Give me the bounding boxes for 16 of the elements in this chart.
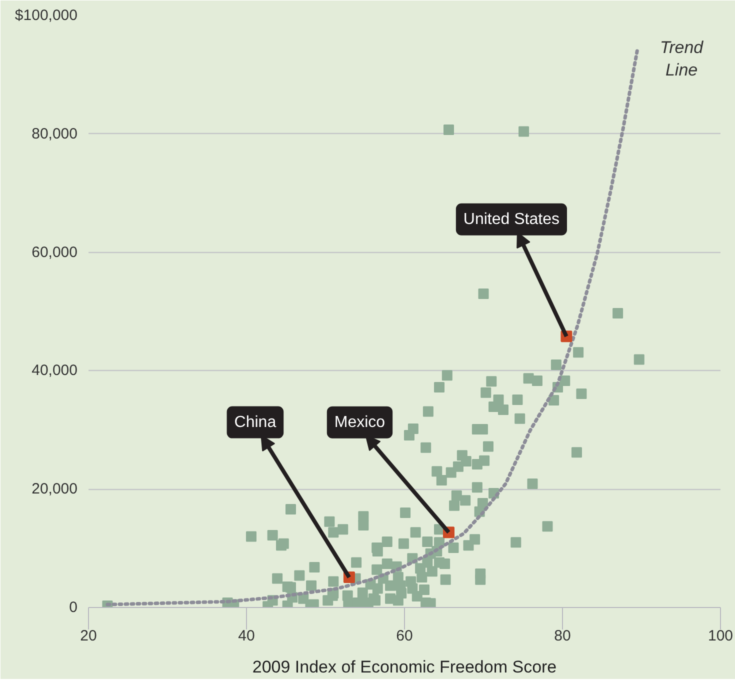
- y-tick-label: 60,000: [32, 244, 78, 261]
- x-axis-title: 2009 Index of Economic Freedom Score: [252, 658, 557, 676]
- annotation: China: [234, 414, 276, 431]
- x-tick-label: 80: [554, 628, 571, 644]
- annotation: Mexico: [334, 414, 386, 431]
- y-tick-label: 20,000: [32, 480, 78, 498]
- y-tick-label: 40,000: [32, 362, 78, 380]
- x-tick-label: 100: [708, 628, 734, 644]
- x-tick-label: 60: [396, 628, 413, 644]
- x-tick-label: 20: [80, 628, 97, 644]
- x-tick-label: 40: [238, 628, 255, 644]
- annotation: United States: [463, 210, 560, 228]
- y-tick-label: $100,000: [14, 7, 78, 24]
- y-tick-label: 80,000: [32, 125, 78, 142]
- annotation: Trend Line: [660, 38, 704, 80]
- y-tick-label: 0: [69, 599, 78, 616]
